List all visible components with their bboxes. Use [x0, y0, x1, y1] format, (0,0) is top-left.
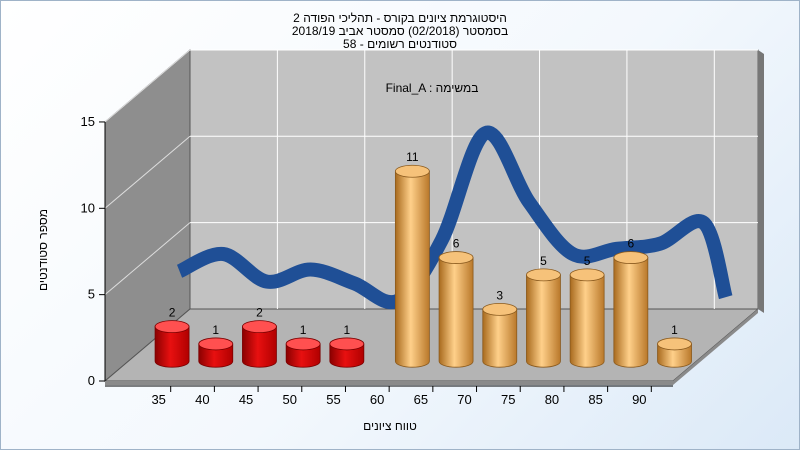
- bar-top: [438, 251, 474, 264]
- bar-top: [154, 320, 190, 334]
- x-tick-label: 65: [414, 392, 428, 407]
- back-wall-edge: [758, 49, 764, 313]
- x-tick-label: 80: [545, 392, 559, 407]
- bar-body: [285, 343, 321, 368]
- bar-70: 3: [482, 288, 518, 368]
- y-tick-label: 0: [88, 373, 95, 388]
- chart-walls: [103, 48, 764, 385]
- x-tick-label: 60: [370, 392, 384, 407]
- bar-45: 2: [242, 306, 277, 368]
- bar-top: [657, 337, 692, 351]
- x-tick-label: 55: [326, 392, 340, 407]
- bar-value-label: 1: [212, 323, 219, 337]
- y-axis-label: מספר סטודנטים: [36, 209, 50, 291]
- bar-55: 1: [329, 323, 365, 368]
- bar-75: 5: [526, 254, 561, 368]
- chart-title-line-2: בסמסטר (02/2018) סמסטר אביב 2018/19: [292, 24, 508, 38]
- x-tick-label: 40: [195, 392, 209, 407]
- x-tick-label: 50: [283, 392, 297, 407]
- bar-body: [657, 343, 692, 368]
- bar-top: [569, 268, 605, 282]
- gridline-side: [104, 135, 191, 209]
- bar-body: [613, 257, 649, 368]
- bar-body: [438, 257, 474, 368]
- bar-top: [198, 337, 234, 351]
- bar-body: [394, 170, 430, 368]
- x-tick-label: 85: [588, 392, 602, 407]
- bar-body: [569, 274, 605, 368]
- floor-edge-side: [673, 309, 758, 385]
- bar-value-label: 6: [627, 237, 634, 251]
- bar-top: [285, 337, 321, 351]
- chart-title-line-3: סטודנטים רשומים - 58: [343, 37, 457, 51]
- bar-top: [394, 164, 430, 178]
- y-tick-label: 10: [81, 200, 95, 215]
- bar-value-label: 1: [343, 323, 350, 337]
- x-axis-label: טווח ציונים: [363, 419, 417, 433]
- bar-top: [613, 251, 649, 264]
- bar-value-label: 2: [169, 306, 176, 320]
- bar-top: [329, 337, 365, 351]
- bar-value-label: 6: [453, 237, 460, 251]
- bar-value-label: 1: [671, 323, 678, 337]
- bar-35: 2: [154, 306, 190, 368]
- bar-65: 6: [438, 237, 474, 368]
- bar-value-label: 5: [540, 254, 547, 268]
- bar-body: [482, 308, 518, 368]
- gridline-side: [104, 49, 191, 123]
- bar-60: 11: [394, 150, 430, 368]
- bar-top: [482, 302, 518, 316]
- bar-value-label: 11: [406, 150, 419, 164]
- x-tick-label: 35: [151, 392, 165, 407]
- bar-value-label: 1: [300, 323, 307, 337]
- floor-edge: [105, 381, 673, 385]
- curve-layer: [176, 122, 733, 310]
- x-tick-label: 75: [501, 392, 515, 407]
- bar-body: [154, 326, 190, 368]
- y-tick-label: 15: [81, 114, 95, 129]
- x-tick-label: 70: [457, 392, 471, 407]
- bar-90: 1: [657, 323, 692, 368]
- bar-40: 1: [198, 323, 234, 368]
- bar-85: 6: [613, 237, 649, 368]
- bar-top: [242, 320, 277, 334]
- y-tick-label: 5: [88, 287, 95, 302]
- bar-50: 1: [285, 323, 321, 368]
- legend-label: Final_A : במשימה: [386, 81, 479, 95]
- bar-body: [526, 274, 561, 368]
- chart-title-line-1: היסטוגרמת ציונים בקורס - תהליכי הפודה 2: [293, 11, 507, 25]
- bar-body: [198, 343, 234, 368]
- bar-body: [329, 343, 365, 368]
- curve-shadow: [176, 125, 733, 310]
- bar-body: [242, 326, 277, 368]
- bar-80: 5: [569, 254, 605, 368]
- x-tick-label: 90: [632, 392, 646, 407]
- bar-top: [526, 268, 561, 282]
- gridline-side: [104, 222, 191, 296]
- x-tick-label: 45: [239, 392, 253, 407]
- bar-value-label: 2: [256, 306, 263, 320]
- bar-value-label: 3: [496, 288, 503, 302]
- bar-value-label: 5: [584, 254, 591, 268]
